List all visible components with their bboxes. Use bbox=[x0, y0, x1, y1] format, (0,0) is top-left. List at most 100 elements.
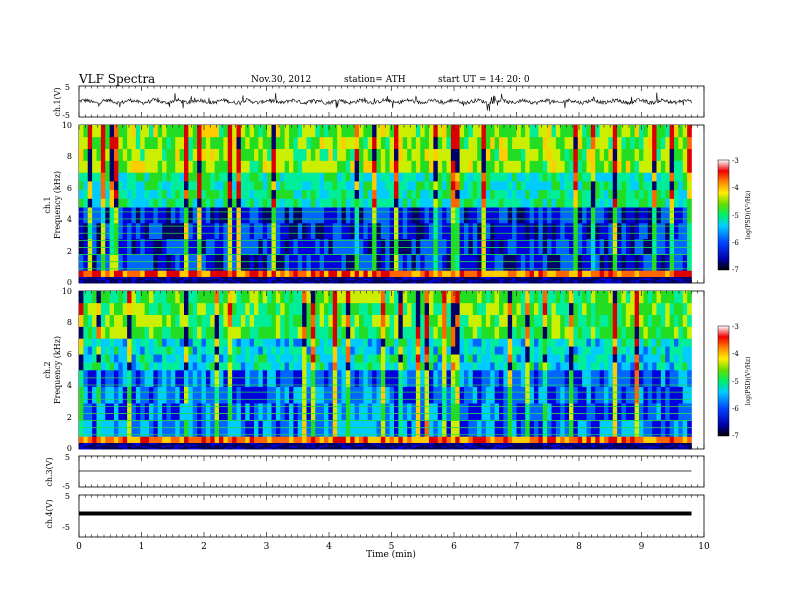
spectrogram-cell bbox=[669, 270, 675, 277]
spectrogram-cell bbox=[271, 172, 277, 182]
spectrogram-cell bbox=[599, 238, 605, 255]
spectrogram-cell bbox=[92, 278, 97, 281]
spectrogram-cell bbox=[170, 160, 176, 173]
spectrogram-cell bbox=[442, 386, 447, 404]
spectrogram-cell bbox=[289, 136, 294, 149]
spectrogram-cell bbox=[332, 254, 338, 271]
spectrogram-cell bbox=[459, 279, 465, 282]
spectrogram-cell bbox=[499, 436, 504, 443]
spectrogram-cell bbox=[328, 403, 334, 421]
spectrogram-cell bbox=[599, 148, 605, 161]
spectrogram-cell bbox=[494, 198, 500, 208]
spectrogram-cell bbox=[687, 125, 692, 138]
spectrogram-cell bbox=[122, 338, 128, 347]
spectrogram-cell bbox=[87, 278, 93, 281]
spectrogram-cell bbox=[652, 436, 657, 443]
spectrogram-cell bbox=[367, 447, 373, 450]
spectrogram-cell bbox=[92, 181, 97, 191]
spectrogram-cell bbox=[617, 270, 622, 277]
spectrogram-cell bbox=[157, 436, 163, 443]
spectrogram-cell bbox=[227, 346, 233, 355]
spectrogram-cell bbox=[284, 172, 290, 182]
spectrogram-cell bbox=[153, 436, 159, 443]
spectrogram-cell bbox=[245, 181, 250, 191]
spectrogram-cell bbox=[429, 281, 434, 284]
spectrogram-cell bbox=[363, 125, 369, 138]
spectrogram-cell bbox=[170, 338, 176, 347]
spectrogram-cell bbox=[302, 419, 307, 437]
spectrogram-cell bbox=[249, 314, 255, 327]
spectrogram-cell bbox=[363, 291, 369, 304]
spectrogram-cell bbox=[647, 276, 653, 279]
spectrogram-cell bbox=[652, 386, 657, 404]
spectrogram-cell bbox=[214, 444, 220, 447]
spectrogram-cell bbox=[415, 302, 421, 315]
spectrogram-cell bbox=[319, 447, 325, 450]
spectrogram-cell bbox=[555, 442, 561, 445]
spectrogram-cell bbox=[652, 326, 657, 339]
spectrogram-cell bbox=[105, 447, 110, 450]
spectrogram-cell bbox=[599, 189, 605, 199]
spectrogram-cell bbox=[621, 362, 627, 371]
spectrogram-cell bbox=[485, 362, 491, 371]
spectrogram-cell bbox=[560, 160, 565, 173]
spectrogram-cell bbox=[345, 181, 351, 191]
spectrogram-cell bbox=[665, 291, 670, 304]
spectrogram-cell bbox=[503, 207, 509, 224]
spectrogram-cell bbox=[437, 447, 443, 450]
spectrogram-cell bbox=[319, 276, 325, 279]
spectrogram-cell bbox=[494, 403, 500, 421]
spectrogram-cell bbox=[249, 148, 255, 161]
spectrogram-cell bbox=[617, 279, 622, 282]
spectrogram-cell bbox=[188, 403, 194, 421]
ch2-spectrogram-ylabel: Frequency (kHz) bbox=[53, 336, 62, 404]
spectrogram-cell bbox=[149, 326, 154, 339]
spectrogram-cell bbox=[599, 386, 605, 404]
spectrogram-cell bbox=[682, 148, 688, 161]
spectrogram-cell bbox=[166, 222, 172, 240]
spectrogram-cell bbox=[310, 302, 316, 315]
spectrogram-cell bbox=[385, 160, 390, 173]
spectrogram-cell bbox=[577, 125, 583, 138]
spectrogram-cell bbox=[140, 326, 145, 339]
spectrogram-cell bbox=[284, 326, 290, 339]
spectrogram-cell bbox=[96, 442, 102, 445]
spectrogram-cell bbox=[175, 278, 180, 281]
spectrogram-cell bbox=[149, 444, 154, 447]
spectrogram-cell bbox=[595, 172, 600, 182]
spectrogram-cell bbox=[175, 238, 180, 255]
spectrogram-cell bbox=[205, 160, 211, 173]
spectrogram-cell bbox=[380, 445, 386, 448]
spectrogram-cell bbox=[380, 189, 386, 199]
spectrogram-cell bbox=[328, 370, 334, 387]
spectrogram-cell bbox=[157, 338, 163, 347]
spectrogram-cell bbox=[127, 326, 132, 339]
spectrogram-cell bbox=[612, 346, 618, 355]
spectrogram-cell bbox=[525, 386, 530, 404]
spectrogram-cell bbox=[477, 403, 482, 421]
spectrogram-cell bbox=[516, 207, 522, 224]
spectrogram-cell bbox=[109, 362, 115, 371]
spectrogram-cell bbox=[472, 436, 478, 443]
spectrogram-cell bbox=[573, 386, 579, 404]
spectrogram-cell bbox=[79, 254, 84, 271]
spectrogram-cell bbox=[87, 148, 93, 161]
spectrogram-cell bbox=[284, 276, 290, 279]
spectrogram-cell bbox=[389, 279, 395, 282]
spectrogram-cell bbox=[350, 222, 355, 240]
spectrogram-cell bbox=[643, 189, 649, 199]
spectrogram-cell bbox=[96, 254, 102, 271]
spectrogram-cell bbox=[665, 445, 670, 448]
spectrogram-cell bbox=[411, 148, 417, 161]
spectrogram-cell bbox=[398, 403, 404, 421]
spectrogram-cell bbox=[547, 419, 552, 437]
spectrogram-cell bbox=[105, 362, 110, 371]
spectrogram-cell bbox=[87, 346, 93, 355]
spectrogram-cell bbox=[442, 362, 447, 371]
spectrogram-cell bbox=[590, 198, 596, 208]
spectrogram-cell bbox=[490, 436, 495, 443]
spectrogram-cell bbox=[398, 442, 404, 445]
spectrogram-cell bbox=[245, 436, 250, 443]
spectrogram-cell bbox=[205, 302, 211, 315]
